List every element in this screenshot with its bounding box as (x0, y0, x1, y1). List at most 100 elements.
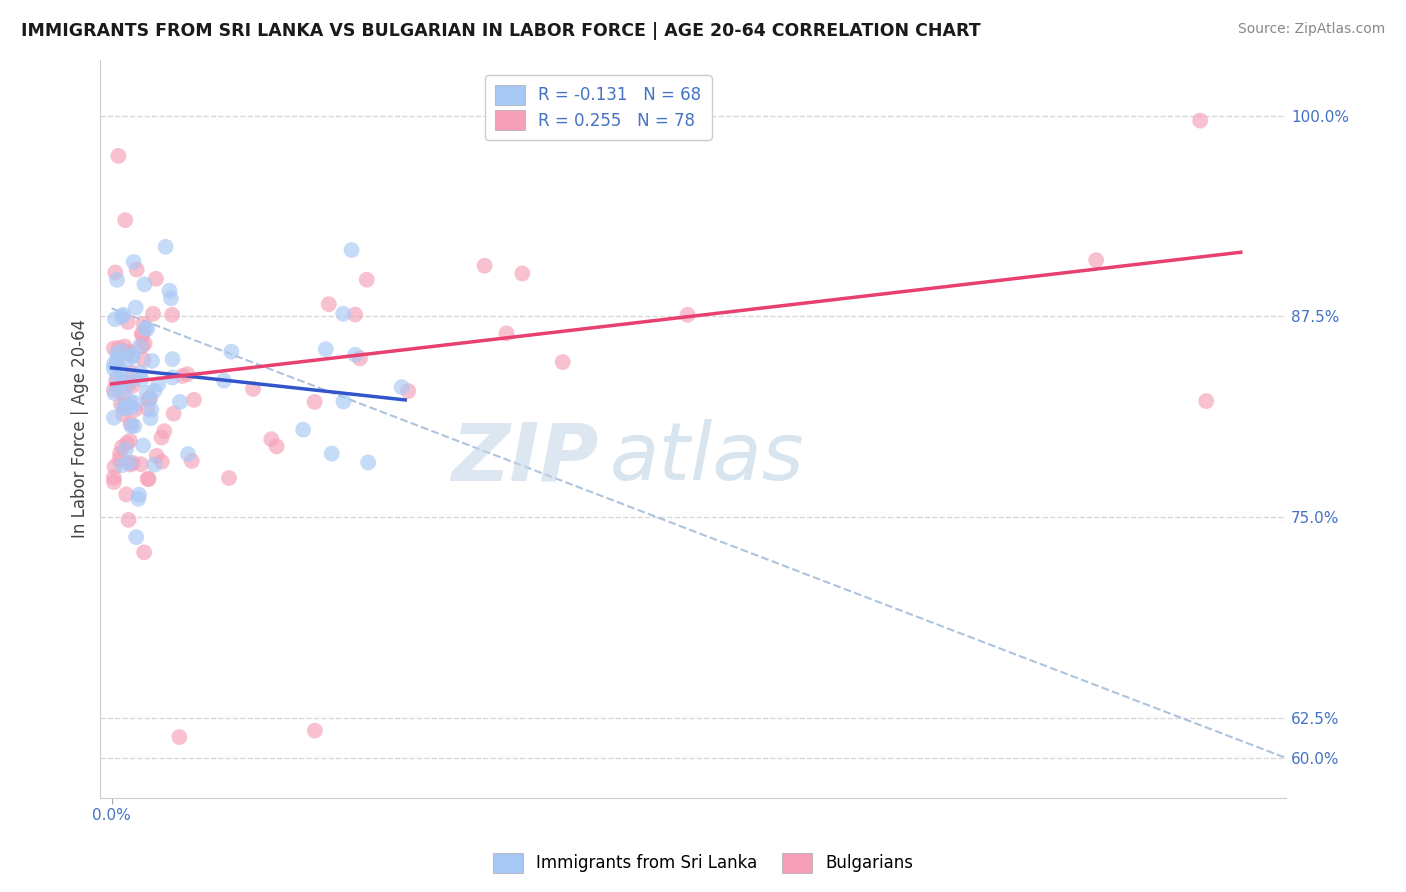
Point (153, 424, 176, 438)
Legend: Immigrants from Sri Lanka, Bulgarians: Immigrants from Sri Lanka, Bulgarians (486, 847, 920, 880)
Point (117, 513, 139, 527)
Point (118, 344, 141, 359)
Point (129, 366, 152, 380)
Point (136, 472, 159, 486)
Point (110, 397, 132, 411)
Point (318, 297, 340, 311)
Point (676, 308, 699, 322)
Point (176, 367, 198, 381)
Point (150, 455, 173, 469)
Point (266, 439, 288, 453)
Point (105, 346, 128, 360)
Point (104, 312, 127, 326)
Point (108, 452, 131, 467)
Text: Source: ZipAtlas.com: Source: ZipAtlas.com (1237, 22, 1385, 37)
Point (112, 308, 135, 322)
Point (135, 385, 157, 400)
Point (221, 344, 243, 359)
Legend: R = -0.131   N = 68, R = 0.255   N = 78: R = -0.131 N = 68, R = 0.255 N = 78 (485, 75, 711, 140)
Point (104, 375, 127, 389)
Point (131, 326, 153, 341)
Point (118, 456, 141, 470)
Point (107, 382, 129, 396)
Point (108, 341, 131, 355)
Point (136, 392, 159, 407)
Point (292, 423, 315, 437)
Point (138, 392, 160, 407)
Point (131, 339, 153, 353)
Point (136, 322, 159, 336)
Point (121, 378, 143, 392)
Point (114, 213, 136, 227)
Point (304, 723, 326, 738)
Point (112, 401, 135, 415)
Point (143, 458, 166, 472)
Point (357, 455, 380, 469)
Point (129, 457, 152, 471)
Point (160, 291, 183, 305)
Point (139, 411, 162, 425)
Point (332, 394, 354, 409)
Point (118, 376, 141, 391)
Point (321, 447, 343, 461)
Point (120, 417, 142, 431)
Point (304, 395, 326, 409)
Point (110, 344, 132, 359)
Point (103, 362, 125, 376)
Point (148, 377, 170, 392)
Point (474, 259, 496, 273)
Point (142, 307, 165, 321)
Point (105, 370, 128, 384)
Point (111, 440, 134, 454)
Point (131, 372, 153, 386)
Point (162, 370, 184, 384)
Point (112, 373, 135, 387)
Point (1195, 394, 1218, 409)
Point (169, 395, 191, 409)
Point (121, 419, 143, 434)
Point (105, 352, 128, 367)
Point (124, 370, 146, 384)
Point (111, 310, 134, 324)
Point (107, 149, 129, 163)
Point (124, 402, 146, 417)
Point (114, 339, 136, 353)
Point (132, 317, 155, 331)
Point (103, 470, 125, 484)
Point (121, 366, 143, 380)
Point (118, 434, 141, 448)
Point (349, 351, 371, 366)
Point (115, 346, 138, 360)
Point (103, 386, 125, 401)
Point (108, 446, 131, 460)
Point (103, 410, 125, 425)
Point (315, 343, 337, 357)
Point (340, 243, 363, 257)
Point (122, 255, 145, 269)
Point (132, 545, 155, 559)
Text: ZIP: ZIP (451, 419, 599, 498)
Point (104, 265, 127, 279)
Point (125, 262, 148, 277)
Point (391, 380, 413, 394)
Point (111, 458, 134, 472)
Point (131, 328, 153, 343)
Point (160, 308, 183, 322)
Point (159, 284, 181, 298)
Point (332, 307, 354, 321)
Point (242, 382, 264, 396)
Point (103, 383, 125, 397)
Point (134, 277, 156, 292)
Point (141, 402, 163, 417)
Point (103, 342, 125, 356)
Point (115, 487, 138, 501)
Point (180, 454, 202, 468)
Text: atlas: atlas (610, 419, 804, 498)
Point (117, 315, 139, 329)
Point (112, 389, 135, 403)
Point (121, 350, 143, 364)
Point (143, 384, 166, 398)
Point (115, 442, 138, 457)
Y-axis label: In Labor Force | Age 20-64: In Labor Force | Age 20-64 (72, 319, 89, 539)
Point (183, 392, 205, 407)
